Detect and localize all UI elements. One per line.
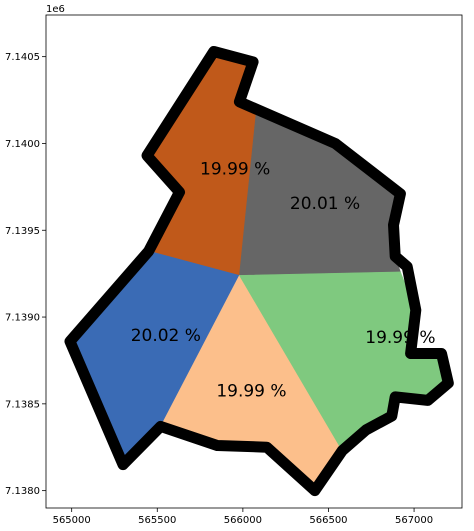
x-tick-label: 565500: [138, 515, 176, 526]
x-tick-label: 566500: [309, 515, 347, 526]
y-offset-label: 1e6: [46, 4, 65, 15]
x-tick-label: 565000: [53, 515, 91, 526]
y-tick-label: 7.1385: [5, 399, 40, 410]
region-2-label: 20.01 %: [290, 194, 360, 214]
y-tick-label: 7.1390: [5, 313, 40, 324]
x-axis: 565000 565500 566000 566500 567000: [53, 508, 433, 526]
y-axis: 7.1380 7.1385 7.1390 7.1395 7.1400 7.1405: [5, 52, 46, 497]
region-5-label: 19.99 %: [365, 328, 435, 348]
region-outline: [64, 46, 454, 497]
region-3-label: 20.02 %: [131, 326, 201, 346]
region-4-label: 19.99 %: [216, 382, 286, 402]
region-1-label: 19.99 %: [200, 159, 270, 179]
y-tick-label: 7.1395: [5, 226, 40, 237]
y-tick-label: 7.1405: [5, 52, 40, 63]
y-tick-label: 7.1380: [5, 486, 40, 497]
x-tick-label: 567000: [395, 515, 433, 526]
y-tick-label: 7.1400: [5, 139, 40, 150]
percentage-labels: 19.99 % 20.01 % 20.02 % 19.99 % 19.99 %: [131, 159, 436, 401]
regions-layer: [69, 51, 449, 492]
x-tick-label: 566000: [224, 515, 262, 526]
axes-frame: [45, 14, 463, 509]
